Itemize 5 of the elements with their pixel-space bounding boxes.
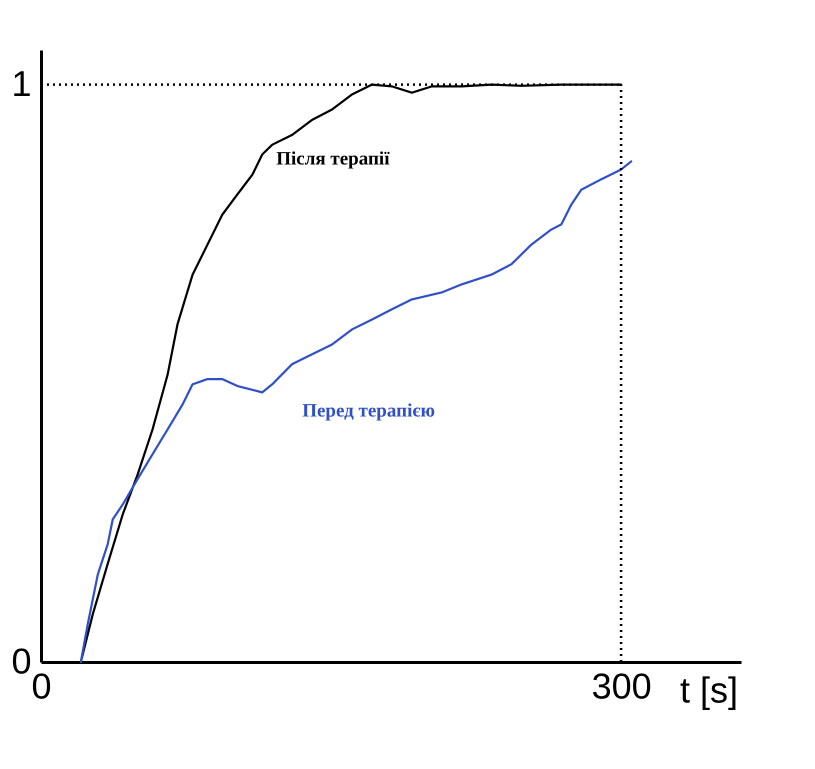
- series-label: Перед терапією: [302, 400, 436, 422]
- series-label: Після терапії: [276, 148, 390, 170]
- x-axis-title: t [s]: [680, 670, 738, 710]
- x-tick-label: 300: [592, 666, 652, 706]
- y-tick-label: 1: [11, 63, 32, 104]
